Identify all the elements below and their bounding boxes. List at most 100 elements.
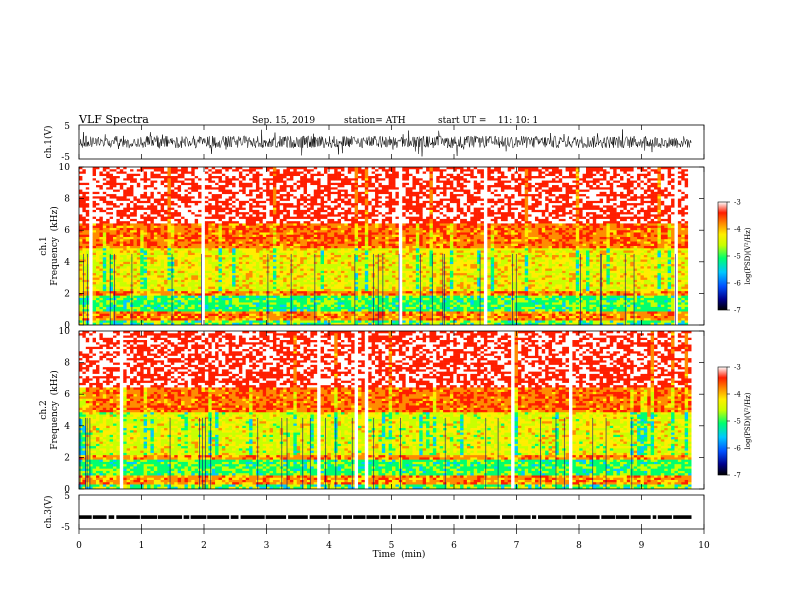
spectrogram-cell <box>225 252 230 256</box>
spectrogram-cell <box>252 293 257 296</box>
spectrogram-cell <box>198 320 202 324</box>
spectrogram-cell <box>276 196 281 199</box>
spectrogram-cell <box>262 284 267 287</box>
spectrogram-cell <box>99 216 104 220</box>
spectrogram-cell <box>89 189 93 193</box>
spectrogram-cell <box>177 304 182 308</box>
spectrogram-cell <box>164 200 168 204</box>
spectrogram-cell <box>96 196 100 199</box>
spectrogram-cell <box>221 277 226 281</box>
spectrogram-cell <box>198 277 202 281</box>
spectrogram-cell <box>113 225 117 229</box>
spectrogram-cell <box>252 169 257 172</box>
spectrogram-cell <box>252 223 257 226</box>
spectrogram-cell <box>164 306 168 310</box>
spectrogram-cell <box>232 255 236 258</box>
spectrogram-cell <box>204 302 209 305</box>
spectrogram-cell <box>249 248 253 251</box>
spectrogram-cell <box>136 194 141 197</box>
spectrogram-cell <box>157 293 161 296</box>
spectrogram-cell <box>259 200 264 204</box>
spectrogram-cell <box>276 261 281 265</box>
spectrogram-cell <box>249 234 253 238</box>
spectrogram-cell <box>191 218 195 222</box>
spectrogram-cell <box>99 218 104 222</box>
spectrogram-cell <box>269 221 274 224</box>
spectrogram-cell <box>170 306 175 310</box>
spectrogram-cell <box>167 209 172 213</box>
spectrogram-cell <box>191 313 195 317</box>
spectrogram-cell <box>102 282 107 285</box>
spectrogram-cell <box>153 203 158 206</box>
spectrogram-cell <box>157 191 161 195</box>
spectrogram-cell <box>293 221 298 224</box>
spectrogram-cell <box>85 214 90 217</box>
spectrogram-cell <box>143 209 148 213</box>
spectrogram-cell <box>116 185 121 188</box>
spectrogram-cell <box>119 187 124 190</box>
spectrogram-cell <box>215 266 219 269</box>
spectrogram-cell <box>225 209 230 213</box>
spectrogram-cell <box>317 167 321 170</box>
spectrogram-cell <box>232 309 236 312</box>
spectrogram-cell <box>85 221 90 224</box>
spectrogram-cell <box>306 241 311 245</box>
spectrogram-cell <box>289 313 294 317</box>
spectrogram-cell <box>286 279 291 283</box>
spectrogram-cell <box>269 225 274 229</box>
spectrogram-cell <box>150 171 155 175</box>
spectrogram-cell <box>116 243 121 247</box>
spectrogram-cell <box>310 318 315 321</box>
spectrogram-cell <box>317 268 321 272</box>
spectrogram-cell <box>187 311 192 315</box>
spectrogram-cell <box>259 241 264 245</box>
spectrogram-cell <box>245 284 250 287</box>
spectrogram-cell <box>92 221 97 224</box>
spectrogram-cell <box>303 182 308 186</box>
spectrogram-cell <box>92 286 97 290</box>
spectrogram-cell <box>89 279 93 283</box>
spectrogram-cell <box>208 264 213 267</box>
spectrogram-cell <box>276 268 281 272</box>
spectrogram-cell <box>245 252 250 256</box>
spectrogram-cell <box>99 205 104 208</box>
spectrogram-cell <box>82 320 87 324</box>
spectrogram-cell <box>167 268 172 272</box>
spectrogram-cell <box>157 304 161 308</box>
spectrogram-cell <box>310 194 315 197</box>
spectrogram-cell <box>157 306 161 310</box>
spectrogram-cell <box>187 273 192 276</box>
spectrogram-cell <box>235 205 240 208</box>
spectrogram-cell <box>136 309 141 312</box>
spectrogram-cell <box>259 207 264 211</box>
spectrogram-cell <box>157 227 161 231</box>
spectrogram-cell <box>150 246 155 249</box>
spectrogram-cell <box>303 286 308 290</box>
spectrogram-cell <box>262 216 267 220</box>
spectrogram-cell <box>82 225 87 229</box>
spectrogram-cell <box>252 182 257 186</box>
spectrogram-cell <box>238 284 243 287</box>
spectrogram-cell <box>184 239 189 242</box>
spectrogram-cell <box>286 248 291 251</box>
spectrogram-cell <box>157 241 161 245</box>
spectrogram-cell <box>276 322 281 325</box>
spectrogram-cell <box>215 315 219 319</box>
spectrogram-cell <box>201 284 206 287</box>
spectrogram-cell <box>113 241 117 245</box>
spectrogram-cell <box>153 234 158 238</box>
spectrogram-cell <box>306 216 311 220</box>
spectrogram-cell <box>204 189 209 193</box>
spectrogram-cell <box>184 189 189 193</box>
spectrogram-cell <box>221 218 226 222</box>
spectrogram-cell <box>245 173 250 177</box>
spectrogram-cell <box>303 221 308 224</box>
spectrogram-cell <box>174 200 178 204</box>
spectrogram-cell <box>242 255 247 258</box>
spectrogram-cell <box>96 212 100 215</box>
spectrogram-cell <box>160 255 165 258</box>
spectrogram-cell <box>262 270 267 274</box>
spectrogram-cell <box>211 225 216 229</box>
spectrogram-cell <box>208 293 213 296</box>
spectrogram-cell <box>279 248 284 251</box>
